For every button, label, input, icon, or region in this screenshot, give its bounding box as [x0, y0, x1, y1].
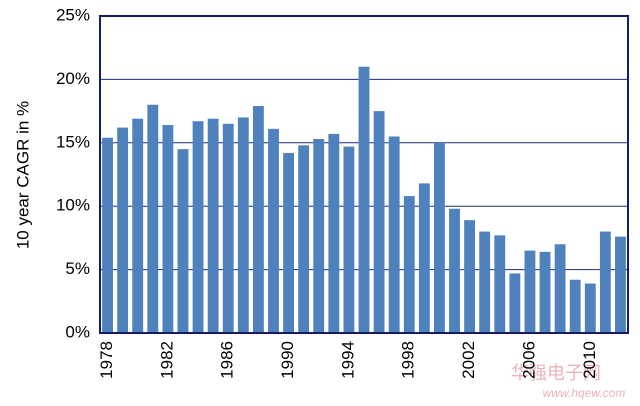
bar — [117, 127, 129, 333]
bar — [237, 117, 249, 333]
bar — [102, 137, 113, 333]
x-tick-label: 1990 — [278, 341, 297, 379]
bar — [464, 220, 476, 333]
bar — [147, 104, 159, 333]
x-tick-label: 1978 — [97, 341, 116, 379]
bar — [313, 138, 325, 333]
bar — [479, 231, 491, 333]
bar — [539, 251, 551, 333]
y-tick-label: 10% — [56, 196, 90, 215]
bar — [177, 149, 189, 333]
bar — [509, 273, 521, 333]
x-tick-label: 2002 — [459, 341, 478, 379]
bar — [283, 152, 295, 333]
y-tick-label: 25% — [56, 5, 90, 24]
x-tick-label: 1982 — [157, 341, 176, 379]
bar — [584, 283, 596, 333]
bar — [328, 133, 340, 333]
watermark: 华强电子网 — [511, 363, 601, 383]
bar — [358, 66, 370, 333]
y-axis-label: 10 year CAGR in % — [13, 101, 32, 249]
bar — [343, 146, 355, 333]
bar — [268, 128, 279, 333]
plot-frame — [99, 15, 629, 334]
bar — [494, 235, 506, 333]
bar — [615, 236, 626, 333]
bar — [298, 145, 310, 333]
y-tick-label: 15% — [56, 132, 90, 151]
bar — [132, 118, 144, 333]
x-tick-label: 2010 — [580, 341, 599, 379]
x-tick-label: 1994 — [338, 341, 357, 379]
bar — [524, 250, 536, 333]
bar — [207, 118, 219, 333]
bar — [222, 123, 234, 333]
x-tick-label: 1986 — [218, 341, 237, 379]
y-tick-label: 0% — [65, 322, 90, 341]
bar — [403, 196, 415, 333]
bar — [252, 106, 264, 333]
x-tick-label: 2006 — [519, 341, 538, 379]
y-tick-label: 20% — [56, 69, 90, 88]
y-tick-label: 5% — [65, 259, 90, 278]
bar — [433, 142, 445, 333]
bar — [569, 279, 581, 333]
bar — [373, 111, 385, 333]
watermark-url: www.hqew.com — [543, 386, 626, 400]
x-tick-label: 1998 — [399, 341, 418, 379]
bar — [388, 136, 400, 333]
bar — [449, 208, 460, 333]
bar — [554, 244, 566, 333]
bar — [418, 183, 430, 333]
bar — [192, 121, 204, 333]
bar — [599, 231, 611, 333]
bar — [162, 125, 174, 333]
